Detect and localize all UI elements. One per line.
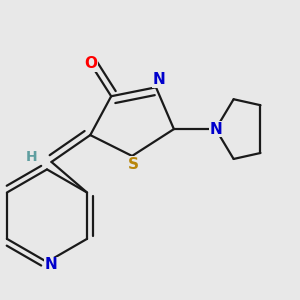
- Text: N: N: [45, 257, 58, 272]
- Text: H: H: [26, 151, 38, 164]
- Text: O: O: [84, 56, 97, 71]
- Text: N: N: [209, 122, 222, 136]
- Text: S: S: [128, 157, 139, 172]
- Text: N: N: [153, 72, 165, 87]
